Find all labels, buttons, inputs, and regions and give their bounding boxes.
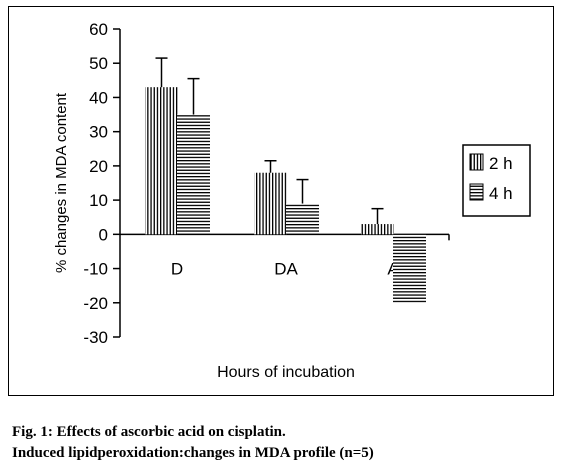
y-axis-title: % changes in MDA content — [53, 92, 70, 273]
bar — [145, 87, 178, 235]
x-axis-title: Hours of incubation — [217, 364, 355, 381]
y-tick-label: 40 — [89, 88, 108, 107]
x-category-label: D — [171, 259, 183, 278]
legend-swatch — [469, 153, 484, 171]
legend-label: 2 h — [489, 154, 513, 173]
y-tick-label: 20 — [89, 157, 108, 176]
y-tick-label: -30 — [83, 328, 108, 347]
y-tick-label: 0 — [99, 225, 108, 244]
y-tick-label: 50 — [89, 54, 108, 73]
bar — [361, 224, 394, 235]
x-category-label: DA — [274, 259, 298, 278]
bar-overlay — [393, 234, 426, 303]
y-tick-label: -20 — [83, 294, 108, 313]
legend: 2 h 4 h — [462, 144, 531, 217]
y-tick-label: 10 — [89, 191, 108, 210]
bar — [254, 172, 287, 235]
legend-swatch — [469, 183, 484, 201]
y-tick-label: 30 — [89, 123, 108, 142]
y-tick-label: 60 — [89, 20, 108, 39]
figure-caption-line-1: Fig. 1: Effects of ascorbic acid on cisp… — [12, 424, 286, 440]
y-tick-label: -10 — [83, 260, 108, 279]
bar — [286, 203, 319, 235]
legend-label: 4 h — [489, 184, 513, 203]
bar — [177, 114, 210, 235]
figure-caption-line-2: Induced lipidperoxidation:changes in MDA… — [12, 445, 374, 461]
